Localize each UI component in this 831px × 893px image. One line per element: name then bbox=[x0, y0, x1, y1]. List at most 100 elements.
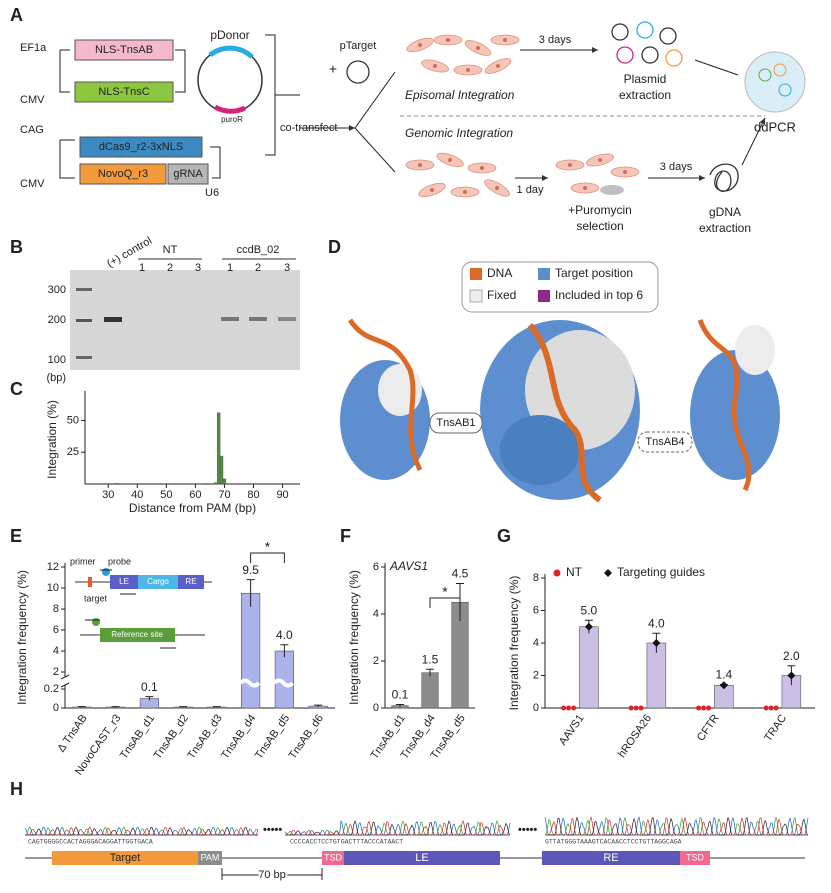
error-bar bbox=[111, 706, 120, 708]
arrow bbox=[694, 59, 765, 166]
le-box bbox=[344, 851, 500, 865]
droplet bbox=[778, 83, 792, 97]
error-bar bbox=[179, 706, 188, 708]
value-label: 2.0 bbox=[783, 649, 800, 663]
x-tick-label: 40 bbox=[131, 489, 143, 501]
cell bbox=[570, 182, 600, 194]
panel-a: EF1a NLS-TnsAB CMV NLS-TnsC pDonor puroR… bbox=[20, 21, 806, 235]
inset-label: target bbox=[84, 593, 108, 603]
distance-label: 70 bp bbox=[258, 869, 286, 881]
step-label: +Puromycin bbox=[568, 203, 632, 217]
y-tick-label: 10 bbox=[47, 582, 59, 594]
y-axis-label: Integration frequency (%) bbox=[15, 570, 29, 705]
ellipsis: ••••• bbox=[518, 824, 537, 836]
cell bbox=[467, 162, 497, 174]
point bbox=[773, 705, 779, 711]
element-box bbox=[110, 575, 138, 589]
promoter: CMV bbox=[20, 94, 45, 106]
legend bbox=[461, 261, 659, 313]
subtitle: AAVS1 bbox=[389, 559, 428, 573]
panel-label: D bbox=[328, 237, 341, 257]
step-label: gDNA bbox=[709, 205, 741, 219]
y-tick-label: 2 bbox=[533, 669, 539, 681]
panel-b: 300 200 100 (bp) (+) control NT ccdB_02 … bbox=[46, 235, 300, 384]
y-tick-label: 0 bbox=[533, 702, 539, 714]
ladder-band bbox=[76, 288, 92, 291]
legend-swatch bbox=[470, 268, 482, 280]
plasmid bbox=[616, 46, 634, 64]
trace bbox=[284, 819, 511, 836]
error-bar bbox=[212, 706, 221, 708]
y-tick-label: 6 bbox=[373, 561, 379, 573]
plasmids bbox=[611, 21, 683, 67]
cell bbox=[462, 37, 494, 59]
primer-arrow bbox=[85, 619, 176, 649]
panel-label: F bbox=[340, 526, 351, 546]
lane-label: 1 bbox=[227, 262, 233, 274]
plasmid bbox=[659, 27, 677, 45]
promoter: EF1a bbox=[20, 42, 47, 54]
cell bbox=[416, 180, 448, 200]
element-box bbox=[100, 628, 175, 642]
lane-label: 3 bbox=[284, 262, 290, 274]
legend-swatch bbox=[538, 268, 550, 280]
point bbox=[763, 705, 769, 711]
lane-group: (+) control bbox=[105, 235, 154, 270]
plasmid-label: pTarget bbox=[340, 40, 377, 52]
bar bbox=[214, 482, 218, 485]
plasmid-segment bbox=[208, 45, 254, 59]
sequence: CCCCACCTCCTGTGACTTTACCCATAACT bbox=[290, 839, 403, 846]
break-wave bbox=[272, 678, 295, 688]
trace bbox=[545, 816, 808, 836]
value-label: 1.5 bbox=[422, 652, 439, 666]
promoter: U6 bbox=[205, 187, 219, 199]
ladder-band bbox=[76, 356, 92, 359]
trace bbox=[25, 826, 259, 836]
significance-bracket bbox=[250, 552, 285, 563]
point bbox=[768, 705, 774, 711]
gene-box bbox=[74, 39, 174, 61]
plus: + bbox=[329, 61, 337, 77]
gene-label: NLS-TnsAB bbox=[95, 44, 153, 56]
unit-label: (bp) bbox=[46, 372, 66, 384]
gel-band bbox=[249, 317, 267, 321]
tsd-box bbox=[680, 851, 710, 865]
step-label: selection bbox=[576, 219, 623, 233]
point bbox=[633, 705, 639, 711]
y-tick-label: 6 bbox=[533, 604, 539, 616]
plasmid bbox=[665, 49, 683, 67]
bar bbox=[222, 478, 227, 485]
plasmid bbox=[346, 60, 370, 84]
y-tick-label: 0 bbox=[373, 702, 379, 714]
point bbox=[701, 705, 707, 711]
x-axis-label: Distance from PAM (bp) bbox=[129, 501, 256, 515]
primer-arrow bbox=[100, 569, 136, 595]
arrow bbox=[300, 71, 396, 173]
plasmid-label: pDonor bbox=[210, 28, 249, 42]
re-box bbox=[542, 851, 680, 865]
bar bbox=[421, 672, 439, 709]
y-tick-label: 4 bbox=[373, 608, 379, 620]
x-tick-label: CFTR bbox=[695, 712, 722, 743]
dna bbox=[347, 318, 423, 472]
cell bbox=[433, 34, 463, 46]
cell bbox=[584, 151, 616, 169]
box-label: TSD bbox=[324, 852, 343, 862]
element-label: LE bbox=[119, 577, 129, 586]
probe-icon bbox=[92, 618, 100, 626]
legend-swatch bbox=[538, 290, 550, 302]
trace bbox=[25, 826, 258, 836]
callout-label: TnsAB1 bbox=[436, 417, 475, 429]
y-tick-label: 4 bbox=[53, 645, 59, 657]
y-tick-label: 50 bbox=[67, 414, 79, 426]
value-label: 0.1 bbox=[392, 688, 409, 702]
y-tick-label: 8 bbox=[53, 603, 59, 615]
element-label: Cargo bbox=[147, 577, 169, 586]
droplet bbox=[773, 63, 787, 77]
x-tick-label: 60 bbox=[189, 489, 201, 501]
step-label: 1 day bbox=[517, 184, 544, 196]
tsd-box bbox=[322, 851, 344, 865]
x-tick-label: 30 bbox=[102, 489, 114, 501]
legend-label: DNA bbox=[487, 266, 512, 280]
